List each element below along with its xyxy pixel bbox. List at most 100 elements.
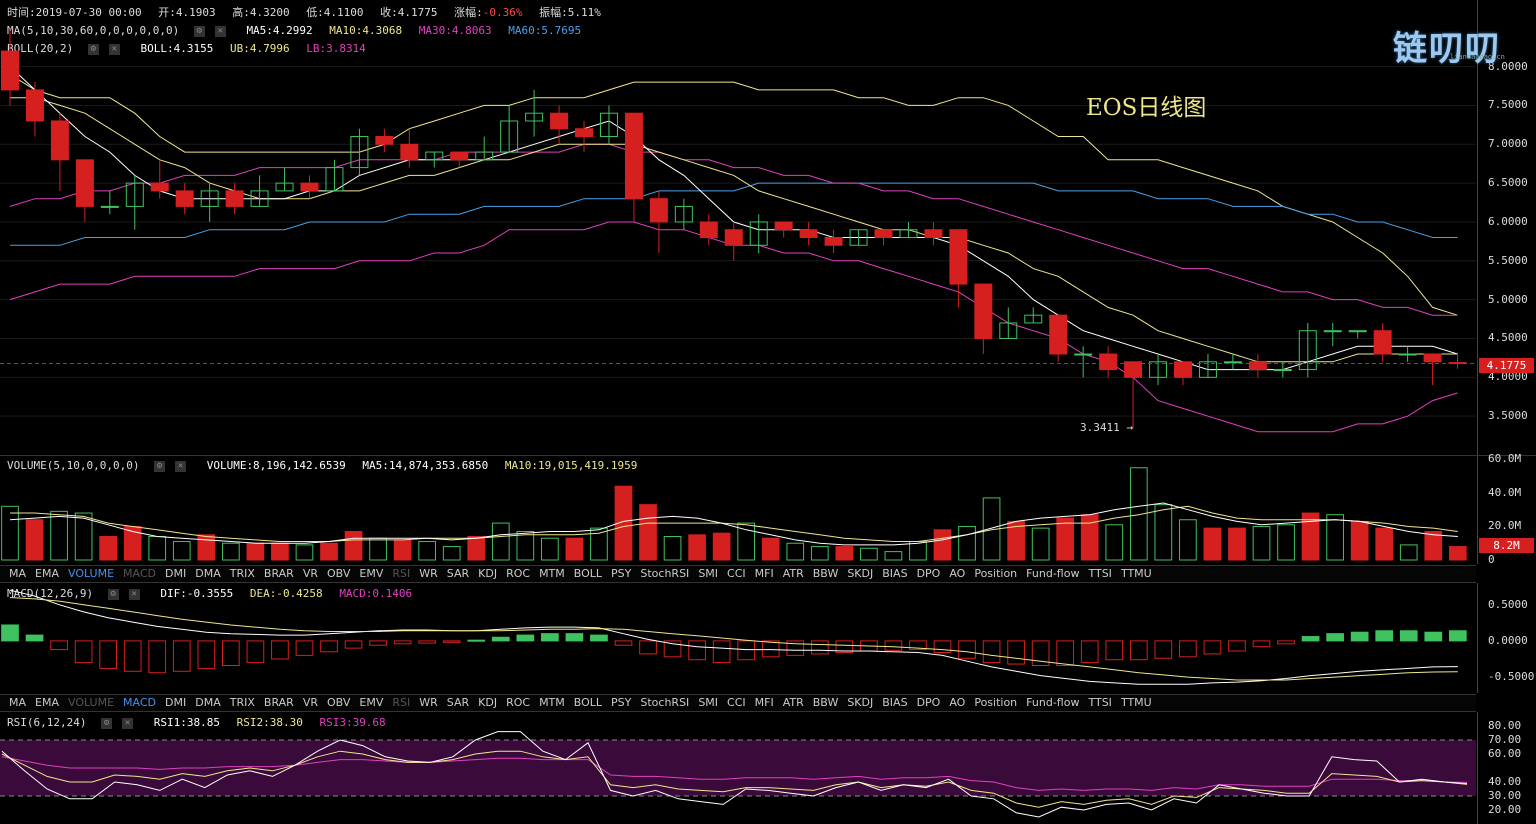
tab-boll[interactable]: BOLL <box>573 567 603 580</box>
tab-psy[interactable]: PSY <box>611 696 632 709</box>
candlestick-chart[interactable] <box>0 0 1536 455</box>
rsi-chart[interactable] <box>0 712 1536 824</box>
macd-bar <box>1154 640 1173 659</box>
close-icon[interactable]: ✕ <box>175 460 187 472</box>
tab-ttsi[interactable]: TTSI <box>1088 567 1112 580</box>
macd-chart[interactable] <box>0 583 1536 693</box>
tab-obv[interactable]: OBV <box>327 567 351 580</box>
tab-bbw[interactable]: BBW <box>812 696 839 709</box>
candle-body <box>1323 330 1342 333</box>
settings-icon[interactable]: ⚙ <box>87 43 99 55</box>
tab-dma[interactable]: DMA <box>195 567 221 580</box>
tab-dpo[interactable]: DPO <box>916 567 941 580</box>
tab-fund-flow[interactable]: Fund-flow <box>1026 567 1080 580</box>
macd-bar <box>1399 630 1418 642</box>
tab-psy[interactable]: PSY <box>611 567 632 580</box>
settings-icon[interactable]: ⚙ <box>107 588 119 600</box>
tab-emv[interactable]: EMV <box>359 696 384 709</box>
volume-chart[interactable] <box>0 456 1536 564</box>
tab-wr[interactable]: WR <box>419 696 438 709</box>
tab-macd[interactable]: MACD <box>123 696 157 709</box>
volume-bar <box>1448 546 1467 561</box>
tab-sar[interactable]: SAR <box>446 696 470 709</box>
close-icon[interactable]: ✕ <box>122 717 134 729</box>
tab-vr[interactable]: VR <box>302 696 318 709</box>
tab-roc[interactable]: ROC <box>506 696 531 709</box>
tab-ma[interactable]: MA <box>9 696 27 709</box>
tab-dpo[interactable]: DPO <box>916 696 941 709</box>
tab-ttsi[interactable]: TTSI <box>1088 696 1112 709</box>
tab-smi[interactable]: SMI <box>698 567 719 580</box>
settings-icon[interactable]: ⚙ <box>101 717 113 729</box>
tab-dmi[interactable]: DMI <box>165 567 187 580</box>
tab-rsi[interactable]: RSI <box>392 696 411 709</box>
tab-rsi[interactable]: RSI <box>392 567 411 580</box>
candle-body <box>300 182 319 192</box>
tab-wr[interactable]: WR <box>419 567 438 580</box>
tab-trix[interactable]: TRIX <box>229 696 255 709</box>
tab-vr[interactable]: VR <box>302 567 318 580</box>
tab-brar[interactable]: BRAR <box>263 696 294 709</box>
tab-bias[interactable]: BIAS <box>882 696 908 709</box>
tab-skdj[interactable]: SKDJ <box>847 696 874 709</box>
tab-volume[interactable]: VOLUME <box>67 696 115 709</box>
tab-kdj[interactable]: KDJ <box>478 567 498 580</box>
y-tick-label: 3.5000 <box>1488 409 1528 423</box>
tab-smi[interactable]: SMI <box>698 696 719 709</box>
candle-body <box>400 143 419 161</box>
tab-skdj[interactable]: SKDJ <box>847 567 874 580</box>
tab-bbw[interactable]: BBW <box>812 567 839 580</box>
tab-kdj[interactable]: KDJ <box>478 696 498 709</box>
tab-ma[interactable]: MA <box>9 567 27 580</box>
tab-cci[interactable]: CCI <box>727 696 746 709</box>
settings-icon[interactable]: ⚙ <box>193 25 205 37</box>
tab-sar[interactable]: SAR <box>446 567 470 580</box>
tab-atr[interactable]: ATR <box>782 567 804 580</box>
tab-emv[interactable]: EMV <box>359 567 384 580</box>
tab-position[interactable]: Position <box>974 567 1018 580</box>
tab-brar[interactable]: BRAR <box>263 567 294 580</box>
tab-ao[interactable]: AO <box>949 567 966 580</box>
tab-ema[interactable]: EMA <box>35 696 59 709</box>
candle-body <box>1 50 19 91</box>
macd-bar <box>810 640 829 655</box>
tab-bias[interactable]: BIAS <box>882 567 908 580</box>
tab-ao[interactable]: AO <box>949 696 966 709</box>
tab-trix[interactable]: TRIX <box>229 567 255 580</box>
settings-icon[interactable]: ⚙ <box>154 460 166 472</box>
candle-body <box>1298 330 1317 371</box>
tab-ttmu[interactable]: TTMU <box>1120 696 1152 709</box>
macd-bar <box>590 634 608 642</box>
tab-fund-flow[interactable]: Fund-flow <box>1026 696 1080 709</box>
tab-obv[interactable]: OBV <box>327 696 351 709</box>
volume-bar <box>1301 512 1320 561</box>
tab-ttmu[interactable]: TTMU <box>1120 567 1152 580</box>
tab-stochrsi[interactable]: StochRSI <box>640 696 690 709</box>
candle-body <box>1198 361 1217 378</box>
tab-roc[interactable]: ROC <box>506 567 531 580</box>
tab-dma[interactable]: DMA <box>195 696 221 709</box>
tab-mfi[interactable]: MFI <box>754 696 774 709</box>
candle-body <box>1223 361 1242 364</box>
tab-mtm[interactable]: MTM <box>539 696 565 709</box>
tab-ema[interactable]: EMA <box>35 567 59 580</box>
tab-stochrsi[interactable]: StochRSI <box>640 567 690 580</box>
tab-mtm[interactable]: MTM <box>539 567 565 580</box>
candle-body <box>525 112 544 122</box>
volume-bar <box>565 537 584 561</box>
tab-cci[interactable]: CCI <box>727 567 746 580</box>
tab-macd[interactable]: MACD <box>123 567 157 580</box>
rsi-indicator-name: RSI(6,12,24) <box>7 716 87 729</box>
tab-dmi[interactable]: DMI <box>165 696 187 709</box>
tab-position[interactable]: Position <box>974 696 1018 709</box>
tab-atr[interactable]: ATR <box>782 696 804 709</box>
macd-indicator-name: MACD(12,26,9) <box>7 587 94 600</box>
tab-mfi[interactable]: MFI <box>754 567 774 580</box>
tab-boll[interactable]: BOLL <box>573 696 603 709</box>
close-icon[interactable]: ✕ <box>108 43 120 55</box>
volume-bar <box>344 530 363 561</box>
close-icon[interactable]: ✕ <box>128 588 140 600</box>
close-icon[interactable]: ✕ <box>214 25 226 37</box>
macd-bar <box>320 640 338 653</box>
tab-volume[interactable]: VOLUME <box>67 567 115 580</box>
